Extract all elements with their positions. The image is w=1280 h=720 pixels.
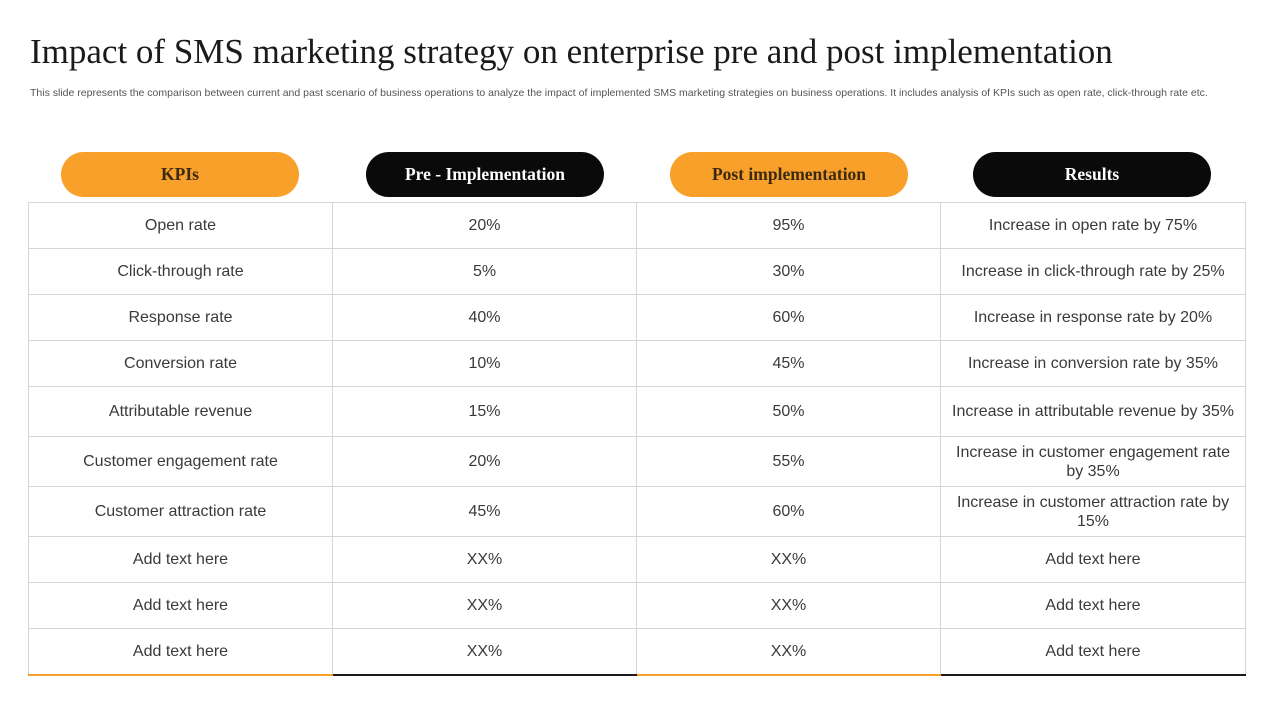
post-value-cell: 60% xyxy=(636,486,941,537)
post-value-cell: 45% xyxy=(636,340,941,387)
table-row: Attributable revenue 15% 50% Increase in… xyxy=(28,386,1246,437)
pre-value-cell: 15% xyxy=(332,386,637,437)
table-row: Click-through rate 5% 30% Increase in cl… xyxy=(28,248,1246,295)
table-row: Add text here XX% XX% Add text here xyxy=(28,582,1246,629)
header-results: Results xyxy=(973,152,1211,197)
pre-value-cell: 10% xyxy=(332,340,637,387)
kpi-cell: Open rate xyxy=(28,202,333,249)
header-pre-implementation: Pre - Implementation xyxy=(366,152,604,197)
kpi-cell: Add text here xyxy=(28,628,333,676)
table-row: Open rate 20% 95% Increase in open rate … xyxy=(28,202,1246,249)
post-value-cell: XX% xyxy=(636,628,941,676)
post-value-cell: 95% xyxy=(636,202,941,249)
header-kpis: KPIs xyxy=(61,152,299,197)
result-cell: Increase in conversion rate by 35% xyxy=(940,340,1246,387)
pre-value-cell: 20% xyxy=(332,436,637,487)
pre-value-cell: XX% xyxy=(332,628,637,676)
table-row: Conversion rate 10% 45% Increase in conv… xyxy=(28,340,1246,387)
kpi-cell: Response rate xyxy=(28,294,333,341)
kpi-cell: Attributable revenue xyxy=(28,386,333,437)
post-value-cell: 50% xyxy=(636,386,941,437)
kpi-cell: Customer engagement rate xyxy=(28,436,333,487)
result-cell: Add text here xyxy=(940,536,1246,583)
table-row: Customer engagement rate 20% 55% Increas… xyxy=(28,436,1246,487)
pre-value-cell: XX% xyxy=(332,582,637,629)
pre-value-cell: 40% xyxy=(332,294,637,341)
kpi-table: Open rate 20% 95% Increase in open rate … xyxy=(28,202,1246,676)
header-post-implementation: Post implementation xyxy=(670,152,908,197)
pre-value-cell: 5% xyxy=(332,248,637,295)
pre-value-cell: XX% xyxy=(332,536,637,583)
kpi-cell: Add text here xyxy=(28,582,333,629)
post-value-cell: XX% xyxy=(636,582,941,629)
slide-title: Impact of SMS marketing strategy on ente… xyxy=(30,32,1113,71)
post-value-cell: 55% xyxy=(636,436,941,487)
result-cell: Increase in open rate by 75% xyxy=(940,202,1246,249)
result-cell: Increase in response rate by 20% xyxy=(940,294,1246,341)
post-value-cell: 60% xyxy=(636,294,941,341)
result-cell: Increase in click-through rate by 25% xyxy=(940,248,1246,295)
result-cell: Add text here xyxy=(940,628,1246,676)
kpi-cell: Conversion rate xyxy=(28,340,333,387)
table-row: Add text here XX% XX% Add text here xyxy=(28,628,1246,676)
result-cell: Increase in customer engagement rate by … xyxy=(940,436,1246,487)
table-row: Response rate 40% 60% Increase in respon… xyxy=(28,294,1246,341)
result-cell: Add text here xyxy=(940,582,1246,629)
pre-value-cell: 45% xyxy=(332,486,637,537)
column-headers: KPIs Pre - Implementation Post implement… xyxy=(28,152,1244,197)
table-row: Customer attraction rate 45% 60% Increas… xyxy=(28,486,1246,537)
post-value-cell: 30% xyxy=(636,248,941,295)
slide-subtitle: This slide represents the comparison bet… xyxy=(30,87,1208,99)
kpi-cell: Customer attraction rate xyxy=(28,486,333,537)
table-row: Add text here XX% XX% Add text here xyxy=(28,536,1246,583)
kpi-cell: Add text here xyxy=(28,536,333,583)
result-cell: Increase in customer attraction rate by … xyxy=(940,486,1246,537)
kpi-cell: Click-through rate xyxy=(28,248,333,295)
post-value-cell: XX% xyxy=(636,536,941,583)
result-cell: Increase in attributable revenue by 35% xyxy=(940,386,1246,437)
pre-value-cell: 20% xyxy=(332,202,637,249)
